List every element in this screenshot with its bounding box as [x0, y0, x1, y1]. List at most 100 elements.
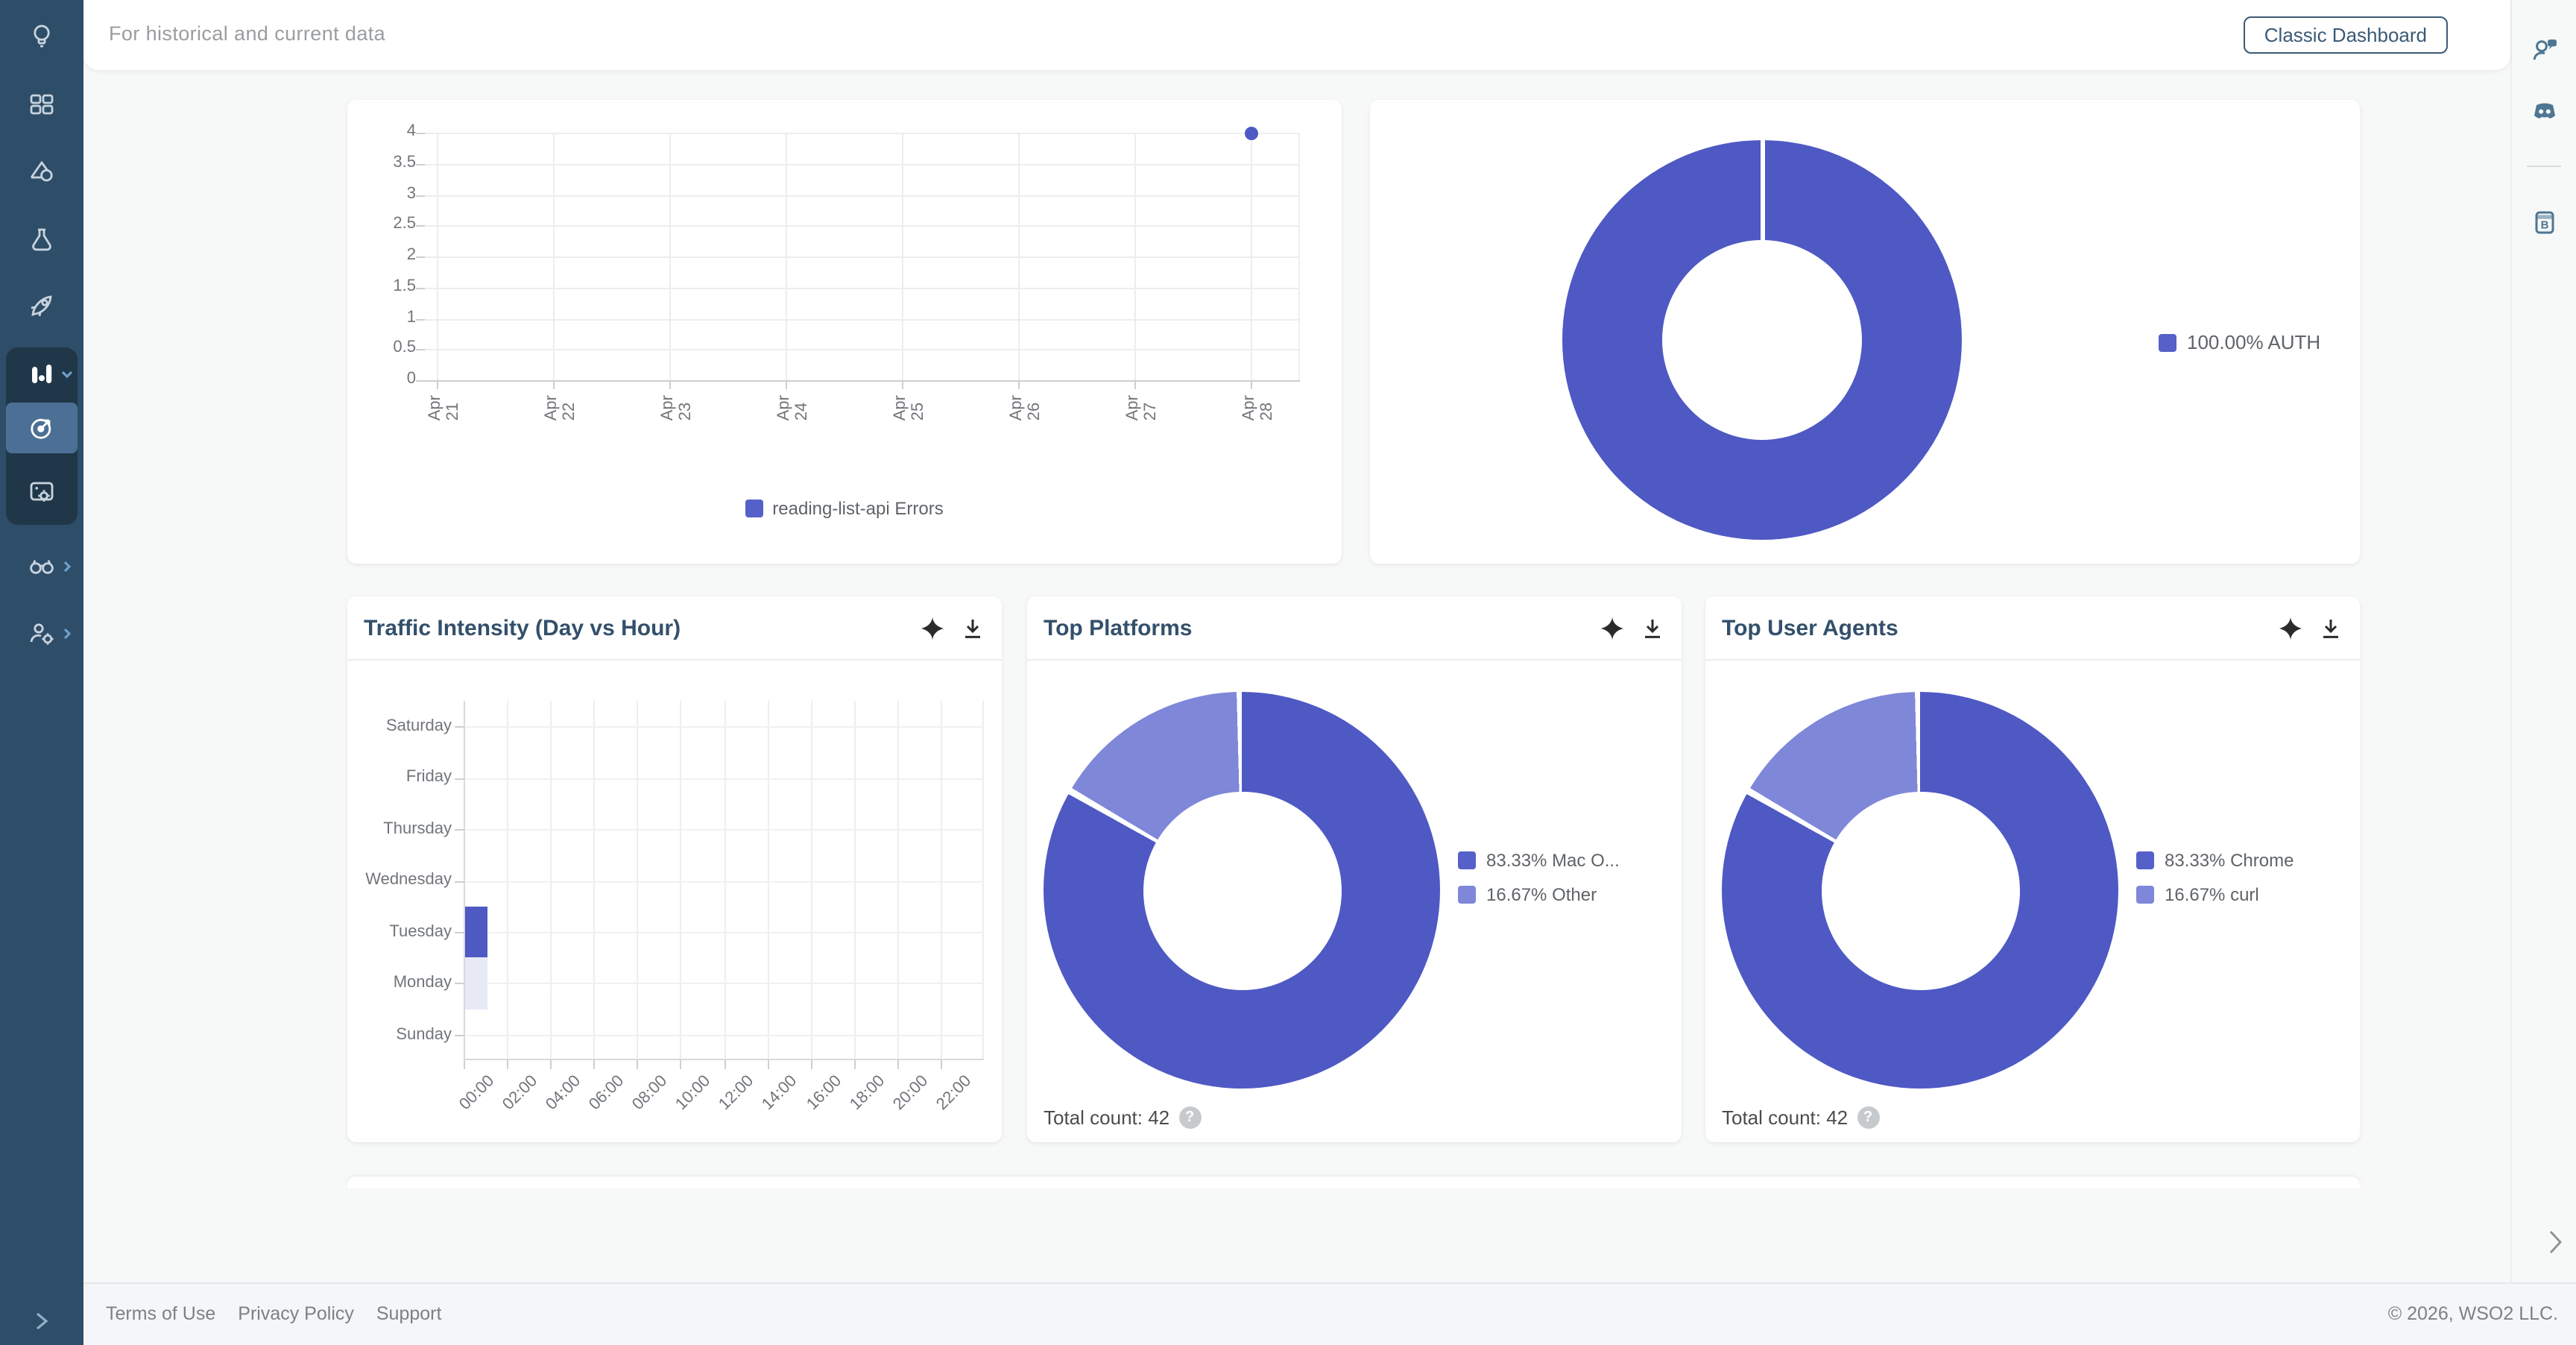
day-axis-label: Sunday [396, 1025, 452, 1044]
help-icon[interactable]: ? [1857, 1106, 1880, 1129]
sidebar-item-overview[interactable] [27, 89, 57, 119]
sidebar-item-admin[interactable] [27, 619, 57, 649]
y-axis-tick-label: 1.5 [393, 277, 416, 295]
legend-item[interactable]: 16.67% curl [2136, 884, 2294, 905]
day-axis-label: Friday [405, 768, 452, 787]
day-axis-label: Monday [393, 974, 452, 992]
topbar: For historical and current data Classic … [83, 0, 2510, 70]
feedback-button[interactable] [2529, 34, 2559, 64]
svg-text:B: B [2540, 218, 2548, 231]
sidebar-item-deploy[interactable] [27, 291, 57, 321]
hour-axis-label: 04:00 [543, 1072, 585, 1114]
download-button[interactable] [960, 616, 985, 641]
classic-dashboard-button[interactable]: Classic Dashboard [2243, 16, 2448, 54]
x-axis-date-label: Apr 27 [1124, 395, 1160, 421]
ai-insight-button[interactable] [2278, 616, 2303, 641]
scatter-data-point[interactable] [1244, 126, 1257, 139]
legend-label: 16.67% curl [2165, 884, 2259, 905]
sidebar-item-design[interactable] [27, 157, 57, 186]
hour-axis-label: 14:00 [760, 1072, 801, 1114]
discord-button[interactable] [2529, 97, 2559, 127]
y-axis-tick-label: 0.5 [393, 338, 416, 357]
platforms-donut-chart[interactable] [1044, 692, 1440, 1089]
agents-donut-chart[interactable] [1722, 692, 2118, 1089]
x-axis-date-label: Apr 21 [426, 395, 462, 421]
chevron-right-icon[interactable] [60, 559, 75, 574]
footer: Terms of Use Privacy Policy Support © 20… [83, 1282, 2576, 1345]
sparkle-icon [2278, 616, 2303, 641]
download-button[interactable] [2318, 616, 2343, 641]
lightbulb-icon [27, 21, 57, 51]
right-rail: B [2510, 0, 2576, 1282]
hour-axis-label: 00:00 [456, 1072, 498, 1114]
legend-label: 100.00% AUTH [2187, 331, 2321, 353]
scroll-right-button[interactable] [2546, 1229, 2564, 1256]
total-count: Total count: 42 ? [1722, 1106, 1880, 1129]
next-row-card-edge [347, 1177, 2360, 1188]
legend-swatch [1458, 886, 1476, 904]
card-title: Traffic Intensity (Day vs Hour) [364, 616, 681, 641]
download-icon [960, 616, 985, 641]
chevron-right-icon [30, 1309, 54, 1333]
auth-donut-chart[interactable] [1562, 140, 1962, 540]
auth-legend[interactable]: 100.00% AUTH [2159, 331, 2320, 353]
support-link[interactable]: Support [376, 1303, 442, 1324]
total-count-label: Total count: 42 [1044, 1106, 1170, 1129]
y-axis-tick-label: 2.5 [393, 215, 416, 233]
billing-button[interactable]: B [2529, 207, 2559, 237]
errors-plot-area: 4 3.5 3 2.5 2 1.5 1 0.5 0 Apr 21 Apr 22 … [393, 122, 1300, 420]
sidebar-item-observability[interactable] [27, 359, 57, 389]
x-axis-date-label: Apr 22 [543, 395, 578, 421]
card-header: Traffic Intensity (Day vs Hour) [347, 596, 1002, 661]
hour-axis-label: 18:00 [846, 1072, 888, 1114]
chevron-right-icon[interactable] [60, 626, 75, 641]
x-axis-date-label: Apr 24 [775, 395, 811, 421]
legend-item[interactable]: 16.67% Other [1458, 884, 1620, 905]
user-gear-icon [27, 619, 57, 649]
rail-divider [2527, 166, 2561, 167]
chevron-down-icon[interactable] [60, 367, 75, 382]
sidebar-item-usage-insights[interactable] [27, 413, 57, 443]
card-title: Top Platforms [1044, 616, 1193, 641]
flask-icon [27, 225, 57, 255]
sparkle-icon [1600, 616, 1625, 641]
errors-legend[interactable]: reading-list-api Errors [347, 498, 1342, 519]
hour-axis-label: 12:00 [716, 1072, 758, 1114]
x-axis-date-label: Apr 26 [1008, 395, 1044, 421]
sidebar-item-discover[interactable] [27, 552, 57, 582]
sidebar-item-get-started[interactable] [27, 21, 57, 51]
y-axis-tick-label: 3.5 [393, 153, 416, 171]
heatmap-cell-tuesday-0000[interactable] [465, 906, 487, 958]
y-axis-tick-label: 2 [406, 246, 416, 264]
hour-axis-label: 22:00 [932, 1072, 975, 1114]
ai-insight-button[interactable] [1600, 616, 1625, 641]
ai-insight-button[interactable] [920, 616, 945, 641]
card-header: Top User Agents [1705, 596, 2360, 661]
legend-item[interactable]: 83.33% Chrome [2136, 850, 2294, 871]
legend-swatch [1458, 851, 1476, 869]
legend-item[interactable]: 83.33% Mac O... [1458, 850, 1620, 871]
legend-swatch [745, 500, 764, 517]
privacy-policy-link[interactable]: Privacy Policy [238, 1303, 354, 1324]
hour-axis-label: 08:00 [629, 1072, 672, 1114]
download-button[interactable] [1640, 616, 1665, 641]
y-axis-tick-label: 3 [406, 184, 416, 202]
help-icon[interactable]: ? [1178, 1106, 1202, 1129]
y-axis-tick-label: 1 [406, 308, 416, 326]
hour-axis-label: 06:00 [586, 1072, 628, 1114]
terms-of-use-link[interactable]: Terms of Use [106, 1303, 216, 1324]
sidebar-item-test[interactable] [27, 225, 57, 255]
sidebar-expand-button[interactable] [30, 1309, 54, 1333]
heatmap-cell-monday-0000[interactable] [465, 957, 487, 1009]
binoculars-icon [27, 552, 57, 582]
y-axis-tick-label: 0 [406, 370, 416, 388]
bar-chart-icon [27, 359, 57, 389]
triangle-circle-icon [27, 157, 57, 186]
download-icon [1640, 616, 1665, 641]
traffic-intensity-card: Traffic Intensity (Day vs Hour) [347, 596, 1002, 1142]
sidebar-item-system-ops[interactable] [27, 477, 57, 507]
x-axis-date-label: Apr 28 [1240, 395, 1276, 421]
legend-label: reading-list-api Errors [772, 498, 944, 519]
heatmap-plot-area: Saturday Friday Thursday Wednesday Tuesd… [365, 701, 984, 1114]
